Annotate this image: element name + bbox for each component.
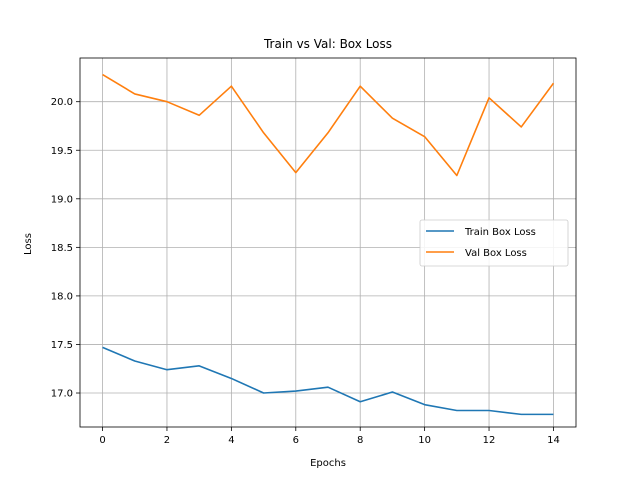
plot-area-frame	[79, 57, 577, 428]
x-tick-label: 10	[418, 435, 431, 446]
series-line-train	[102, 346, 554, 416]
series-lines	[102, 73, 555, 416]
chart-title: Train vs Val: Box Loss	[263, 37, 392, 51]
y-tick-label: 18.5	[51, 243, 73, 254]
x-axis-ticks: 0 2 4 6 8 10 12 14	[99, 427, 560, 446]
y-axis-label: Loss	[23, 233, 34, 255]
x-tick-label: 4	[228, 435, 234, 446]
legend-box	[419, 219, 569, 267]
legend-label-val: Val Box Loss	[465, 248, 527, 259]
x-tick-label: 6	[293, 435, 299, 446]
y-tick-label: 19.0	[51, 194, 73, 205]
series-line-val	[102, 73, 555, 177]
legend: Train Box Loss Val Box Loss	[419, 219, 569, 267]
x-tick-label: 12	[483, 435, 496, 446]
y-tick-label: 18.0	[51, 291, 73, 302]
y-axis-ticks: 17.0 17.5 18.0 18.5 19.0 19.5 20.0	[51, 97, 80, 400]
legend-label-train: Train Box Loss	[464, 227, 536, 238]
x-tick-label: 0	[99, 435, 105, 446]
y-tick-label: 20.0	[51, 97, 73, 108]
x-tick-label: 8	[357, 435, 363, 446]
y-tick-label: 17.5	[51, 340, 73, 351]
y-tick-label: 17.0	[51, 389, 73, 400]
x-axis-label: Epochs	[310, 458, 346, 469]
x-tick-label: 2	[164, 435, 170, 446]
x-tick-label: 14	[547, 435, 560, 446]
y-tick-label: 19.5	[51, 146, 73, 157]
